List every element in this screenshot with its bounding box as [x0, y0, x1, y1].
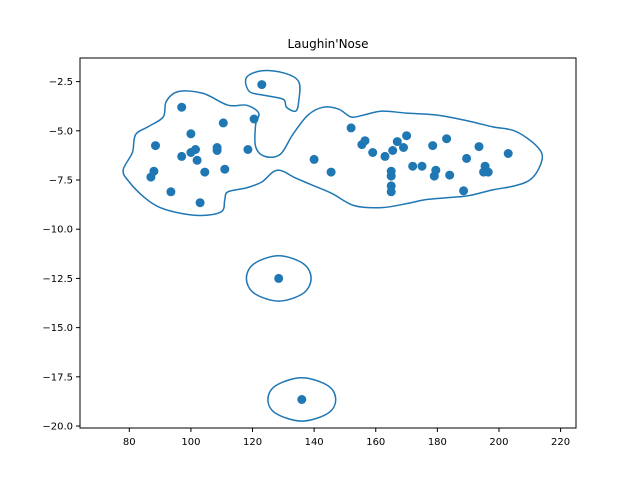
- scatter-point: [386, 187, 396, 197]
- scatter-point: [195, 198, 205, 208]
- y-tick-label: −10.0: [42, 225, 73, 236]
- scatter-point: [503, 149, 513, 158]
- scatter-point: [474, 142, 484, 152]
- scatter-point: [386, 171, 396, 181]
- scatter-point: [220, 164, 230, 174]
- scatter-point: [191, 145, 200, 154]
- scatter-point: [442, 134, 452, 144]
- plot-area-frame: [79, 57, 577, 429]
- contour-line-3: [245, 255, 312, 302]
- x-axis-ticks: 80 100 120 140 160 180 200 220: [123, 428, 570, 448]
- y-tick-label: −7.5: [49, 176, 73, 187]
- scatter-point: [309, 154, 319, 164]
- scatter-point: [192, 155, 202, 165]
- x-tick-label: 80: [123, 437, 136, 448]
- y-tick-label: −15.0: [42, 323, 73, 334]
- x-tick-label: 200: [489, 437, 508, 448]
- scatter-point: [392, 137, 402, 147]
- scatter-point: [297, 395, 307, 404]
- scatter-point: [257, 80, 267, 90]
- x-tick-label: 180: [428, 437, 447, 448]
- density-contours: [122, 69, 544, 422]
- scatter-point: [360, 136, 370, 146]
- scatter-point: [462, 153, 472, 163]
- x-tick-label: 140: [305, 437, 324, 448]
- contour-line-2: [244, 69, 301, 113]
- y-tick-label: −17.5: [42, 372, 73, 383]
- scatter-point: [200, 167, 210, 177]
- scatter-point: [166, 187, 176, 197]
- scatter-point: [408, 161, 418, 171]
- scatter-point: [212, 146, 222, 155]
- y-axis-ticks: −2.5 −5.0 −7.5 −10.0 −12.5 −15.0 −17.5 −20.0: [42, 77, 80, 433]
- x-tick-label: 120: [243, 437, 262, 448]
- scatter-point: [459, 186, 469, 196]
- scatter-point: [346, 123, 356, 133]
- y-tick-label: −12.5: [42, 274, 73, 285]
- scatter-point: [388, 146, 398, 155]
- scatter-point: [402, 131, 412, 141]
- scatter-point: [483, 167, 493, 177]
- scatter-point: [186, 129, 196, 139]
- x-tick-label: 220: [551, 437, 570, 448]
- scatter-point: [368, 148, 378, 157]
- x-tick-label: 160: [366, 437, 385, 448]
- y-tick-label: −20.0: [42, 422, 73, 433]
- scatter-point: [149, 166, 159, 176]
- scatter-point: [399, 143, 408, 152]
- chart-title: Laughin'Nose: [287, 37, 368, 51]
- scatter-point: [249, 114, 259, 124]
- y-tick-label: −2.5: [49, 77, 73, 88]
- scatter-point: [274, 273, 284, 283]
- contour-line-1: [122, 90, 544, 217]
- scatter-point: [177, 102, 187, 112]
- scatter-points: [146, 80, 513, 404]
- x-tick-label: 100: [181, 437, 200, 448]
- scatter-point: [431, 165, 441, 175]
- scatter-point: [417, 161, 427, 171]
- scatter-point: [151, 141, 160, 151]
- scatter-point: [218, 118, 228, 128]
- contour-line-4: [267, 377, 337, 422]
- y-tick-label: −5.0: [49, 126, 73, 137]
- scatter-point: [445, 170, 455, 180]
- scatter-point: [326, 167, 336, 177]
- scatter-point: [380, 151, 390, 161]
- scatter-point: [243, 145, 253, 154]
- scatter-point: [177, 151, 187, 161]
- scatter-point: [428, 141, 438, 151]
